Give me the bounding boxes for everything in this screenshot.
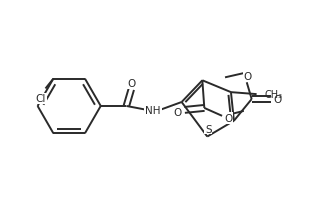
Text: O: O	[224, 113, 232, 123]
Text: O: O	[243, 72, 252, 82]
Text: Cl: Cl	[35, 94, 46, 104]
Text: CH₃: CH₃	[265, 90, 283, 100]
Text: O: O	[174, 107, 182, 117]
Text: O: O	[273, 95, 281, 104]
Text: NH: NH	[145, 105, 161, 115]
Text: O: O	[127, 79, 135, 89]
Text: S: S	[205, 124, 212, 134]
